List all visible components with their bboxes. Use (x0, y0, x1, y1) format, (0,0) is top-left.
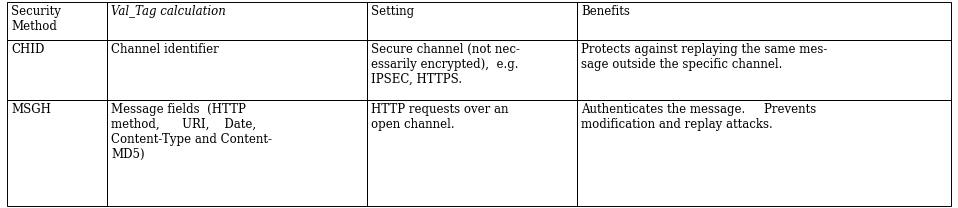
Bar (7, 40, 107, 100)
Text: HTTP requests over an
open channel.: HTTP requests over an open channel. (371, 103, 509, 131)
Bar (577, 100, 951, 206)
Text: CHID: CHID (11, 43, 44, 56)
Text: Secure channel (not nec-
essarily encrypted),  e.g.
IPSEC, HTTPS.: Secure channel (not nec- essarily encryp… (371, 43, 520, 86)
Text: Val_Tag calculation: Val_Tag calculation (111, 5, 226, 18)
Bar (7, 100, 107, 206)
Text: Protects against replaying the same mes-
sage outside the specific channel.: Protects against replaying the same mes-… (581, 43, 828, 71)
Text: Security
Method: Security Method (11, 5, 61, 33)
Bar (7, 2, 107, 40)
Bar (367, 100, 577, 206)
Text: Message fields  (HTTP
method,      URI,    Date,
Content-Type and Content-
MD5): Message fields (HTTP method, URI, Date, … (111, 103, 272, 161)
Text: Channel identifier: Channel identifier (111, 43, 218, 56)
Text: Benefits: Benefits (581, 5, 629, 18)
Bar (367, 2, 577, 40)
Bar (367, 40, 577, 100)
Text: MSGH: MSGH (11, 103, 51, 116)
Bar (577, 2, 951, 40)
Bar (107, 40, 367, 100)
Bar (107, 100, 367, 206)
Text: Authenticates the message.     Prevents
modification and replay attacks.: Authenticates the message. Prevents modi… (581, 103, 816, 131)
Bar (107, 2, 367, 40)
Bar (577, 40, 951, 100)
Text: Setting: Setting (371, 5, 414, 18)
